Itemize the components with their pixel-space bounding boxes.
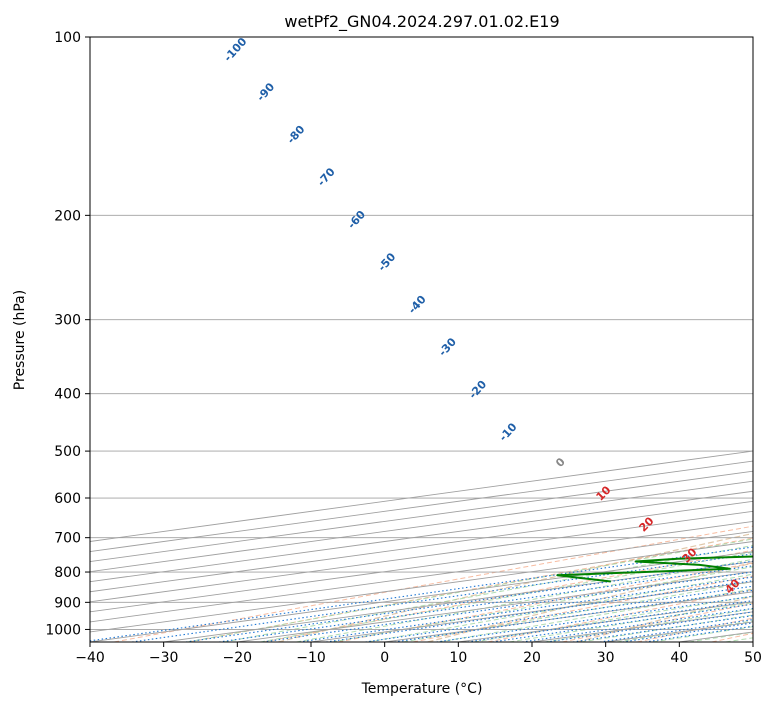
y-tick-label: 500 [54,444,81,460]
x-tick-label: −20 [223,650,253,666]
x-axis-ticks: −40 −30 −20 −10 0 10 20 30 40 50 [75,642,762,666]
moist-adiabat [367,573,753,642]
mixing-ratio-line [522,607,753,642]
y-tick-label: 900 [54,595,81,611]
isotherm [90,450,753,542]
mixing-ratio-line [299,576,753,642]
isotherm [90,510,753,603]
x-tick-label: −30 [149,650,179,666]
x-tick-label: 20 [523,650,541,666]
x-tick-label: 10 [449,650,467,666]
y-tick-label: 200 [54,208,81,224]
isotherm [90,490,753,583]
dry-adiabat [114,525,753,642]
moist-adiabat [260,551,753,642]
isotherm [90,500,753,593]
mixing-ratio-line [492,603,753,642]
x-tick-label: −10 [296,650,326,666]
y-tick-label: 700 [54,531,81,547]
isotherm [90,520,753,613]
isotherm [90,530,753,623]
moist-adiabat [223,544,753,642]
isotherm [90,460,753,553]
mixing-ratio-line [262,571,753,642]
y-tick-label: 300 [54,313,81,329]
isotherm [90,470,753,563]
mixing-ratio-line [218,565,753,642]
moist-adiabat [187,538,753,642]
x-tick-label: 40 [670,650,688,666]
y-axis-label: Pressure (hPa) [12,290,28,390]
x-tick-label: 0 [380,650,389,666]
y-tick-label: 1000 [45,622,81,638]
moist-adiabat [332,566,753,642]
x-axis-label: Temperature (°C) [361,681,483,697]
y-axis-ticks: 100 200 300 400 500 600 700 800 900 1000 [45,30,90,638]
plot-frame [89,36,754,643]
background-lines [90,37,753,642]
x-tick-label: 30 [597,650,615,666]
moist-adiabat [473,595,753,642]
dry-adiabat [188,537,753,642]
y-tick-label: 600 [54,491,81,507]
isotherm [90,480,753,573]
chart-title: wetPf2_GN04.2024.297.01.02.E19 [284,12,559,32]
x-tick-label: 50 [744,650,762,666]
y-tick-label: 400 [54,387,81,403]
moist-adiabat [403,581,753,642]
y-tick-label: 800 [54,565,81,581]
y-tick-label: 100 [54,30,81,46]
theta-e-line [278,532,753,642]
x-tick-label: −40 [75,650,105,666]
